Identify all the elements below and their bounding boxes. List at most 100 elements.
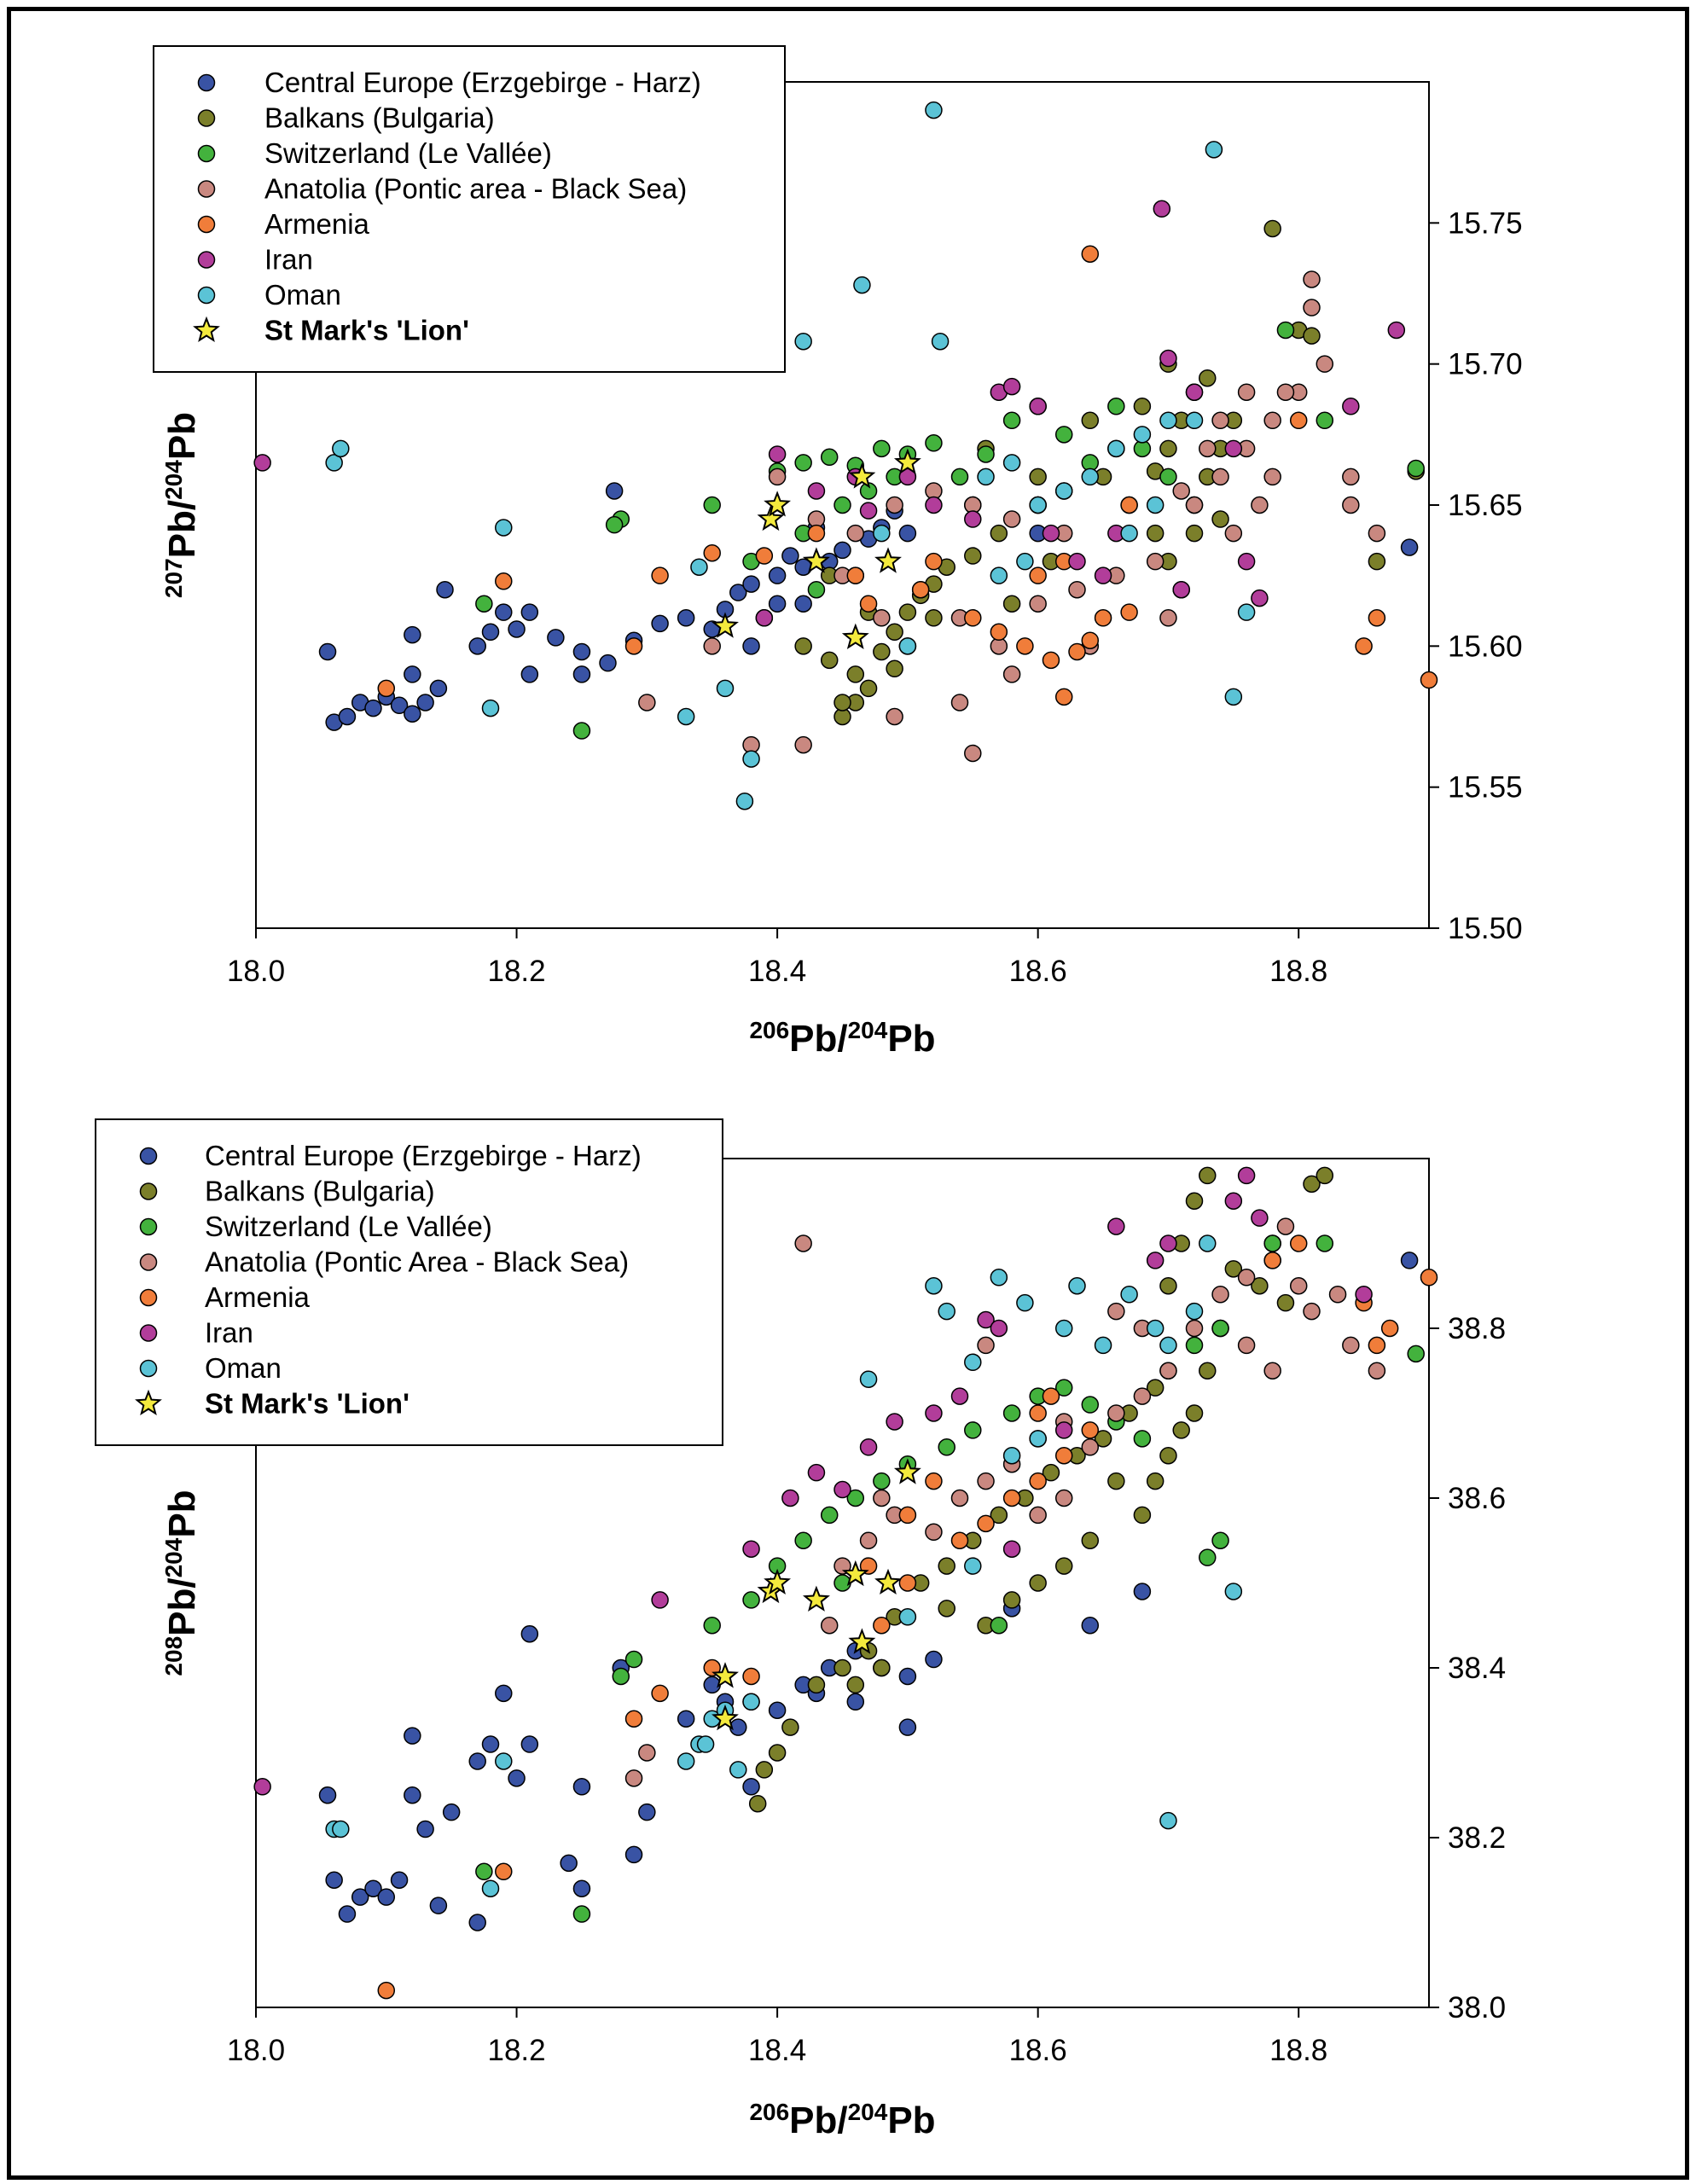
data-point <box>1355 1285 1373 1304</box>
data-point <box>742 1540 760 1558</box>
data-point <box>1094 609 1112 627</box>
legend-marker <box>197 109 216 127</box>
figure-frame <box>7 7 1689 2180</box>
data-point <box>1002 1591 1021 1609</box>
data-point <box>755 547 774 565</box>
data-point <box>898 1608 917 1626</box>
data-point <box>318 1786 337 1804</box>
data-point <box>1002 595 1021 613</box>
series-oman <box>325 101 1256 810</box>
data-point <box>508 620 526 638</box>
data-point <box>1054 1379 1073 1397</box>
series-iran <box>253 1166 1373 1796</box>
data-point <box>1407 459 1425 478</box>
data-point <box>1081 1531 1100 1549</box>
data-point <box>1368 524 1386 543</box>
data-point <box>338 1905 357 1923</box>
data-point <box>1237 1269 1256 1287</box>
data-point <box>1081 631 1100 649</box>
data-point <box>807 1676 826 1694</box>
data-point <box>677 1752 695 1770</box>
y-tick-label: 38.2 <box>1448 1821 1506 1855</box>
data-point <box>495 1862 513 1881</box>
data-point <box>481 623 500 642</box>
legend-marker <box>139 1324 158 1342</box>
data-point <box>651 614 669 633</box>
data-point <box>624 1710 643 1728</box>
x-tick-label: 18.4 <box>748 955 806 988</box>
data-points <box>253 1166 1438 2000</box>
data-point <box>742 1667 760 1686</box>
data-point <box>964 1557 982 1575</box>
legend-label: Anatolia (Pontic area - Black Sea) <box>264 173 687 205</box>
data-point <box>925 609 943 627</box>
data-point-star <box>893 448 921 474</box>
data-point-star <box>712 612 739 638</box>
data-point <box>1120 1285 1138 1304</box>
legend-marker <box>197 286 216 305</box>
data-point <box>1172 580 1190 599</box>
data-point <box>1368 1362 1386 1380</box>
legend-marker <box>139 1147 158 1165</box>
data-point <box>1107 1302 1125 1321</box>
data-point <box>846 566 865 584</box>
legend-label: Switzerland (Le Vallée) <box>264 137 552 169</box>
data-point <box>481 1735 500 1753</box>
data-point <box>468 1914 486 1931</box>
data-point <box>1054 1421 1073 1439</box>
series-switzerland-le-vall-e- <box>475 1234 1425 1923</box>
data-point <box>1081 1438 1100 1456</box>
x-tick-label: 18.0 <box>227 955 285 988</box>
data-point <box>547 629 565 647</box>
data-point <box>846 1693 865 1711</box>
data-point <box>794 1531 812 1549</box>
data-point <box>990 524 1008 543</box>
data-point <box>1107 1217 1125 1235</box>
y-tick-label: 15.55 <box>1448 771 1523 804</box>
data-point <box>703 1617 721 1635</box>
data-point <box>1133 1387 1152 1405</box>
data-point <box>886 659 903 678</box>
data-point <box>1042 524 1060 543</box>
data-point <box>1185 524 1204 543</box>
data-point <box>1146 1252 1165 1269</box>
data-point <box>807 524 826 543</box>
x-tick-label: 18.6 <box>1009 2034 1067 2067</box>
data-point <box>572 1905 591 1923</box>
data-point <box>977 1310 995 1329</box>
data-point <box>898 1718 917 1736</box>
data-point <box>1029 468 1047 486</box>
data-point <box>1081 468 1100 486</box>
data-point <box>1251 589 1269 607</box>
data-point <box>742 750 760 768</box>
data-point <box>742 1591 760 1609</box>
legend-label: Armenia <box>264 208 370 240</box>
data-point <box>990 566 1008 584</box>
data-point <box>332 439 350 458</box>
data-point <box>833 694 851 712</box>
data-point <box>1316 355 1334 373</box>
data-point <box>853 276 871 294</box>
data-point <box>898 1667 917 1686</box>
data-point <box>898 524 917 543</box>
data-point <box>1042 651 1060 670</box>
legend: Central Europe (Erzgebirge - Harz) Balkan… <box>153 45 786 373</box>
data-point <box>1159 1336 1177 1355</box>
y-tick-label: 38.6 <box>1448 1482 1506 1515</box>
data-point <box>925 1650 943 1669</box>
data-point <box>833 496 851 514</box>
data-point <box>950 1489 969 1507</box>
data-point <box>1159 411 1177 430</box>
data-point <box>1237 1336 1256 1355</box>
legend: Central Europe (Erzgebirge - Harz) Balkan… <box>95 1118 723 1446</box>
data-point <box>742 637 760 655</box>
data-point <box>1355 637 1373 655</box>
legend-label: Central Europe (Erzgebirge - Harz) <box>205 1140 642 1171</box>
data-point <box>1303 299 1321 317</box>
data-point <box>1400 1252 1419 1269</box>
data-point <box>404 705 421 723</box>
data-point <box>925 552 943 571</box>
data-point <box>1263 1234 1281 1252</box>
data-point <box>1120 496 1138 514</box>
